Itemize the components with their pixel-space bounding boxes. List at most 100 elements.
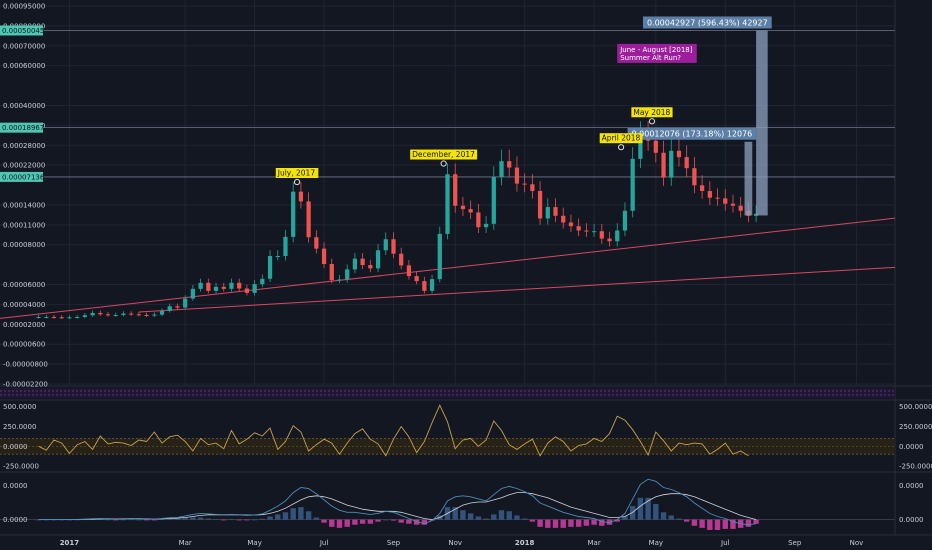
candle[interactable]: [476, 212, 481, 228]
candle[interactable]: [121, 313, 126, 315]
candle[interactable]: [591, 231, 597, 233]
candle[interactable]: [206, 282, 211, 291]
candle[interactable]: [98, 312, 103, 315]
candle[interactable]: [723, 198, 728, 204]
candle[interactable]: [684, 157, 689, 169]
candle[interactable]: [190, 288, 196, 299]
candle[interactable]: [360, 258, 365, 266]
oscillator-line[interactable]: [38, 404, 749, 457]
candle[interactable]: [175, 306, 180, 308]
candle[interactable]: [329, 264, 334, 281]
candle[interactable]: [337, 279, 342, 281]
candle[interactable]: [638, 134, 643, 159]
candle[interactable]: [399, 253, 404, 266]
candle[interactable]: [368, 265, 373, 269]
candle[interactable]: [422, 281, 427, 291]
candle[interactable]: [738, 205, 743, 211]
candle[interactable]: [584, 230, 589, 232]
macd-line[interactable]: [38, 478, 757, 526]
candle[interactable]: [499, 161, 504, 177]
candle[interactable]: [59, 317, 64, 319]
candle[interactable]: [599, 231, 604, 239]
candle[interactable]: [183, 298, 188, 308]
price-level-tag[interactable]: [0, 122, 43, 133]
candle[interactable]: [267, 255, 273, 279]
candle[interactable]: [67, 317, 72, 319]
candle[interactable]: [545, 207, 550, 219]
trendline[interactable]: [138, 266, 896, 313]
candle[interactable]: [707, 190, 712, 198]
candle[interactable]: [152, 314, 157, 316]
candle[interactable]: [314, 237, 319, 249]
candle[interactable]: [607, 238, 612, 242]
candle[interactable]: [669, 150, 674, 178]
candle[interactable]: [352, 258, 358, 270]
candle[interactable]: [213, 286, 219, 291]
candle[interactable]: [82, 315, 87, 317]
candle[interactable]: [159, 310, 165, 315]
time-axis[interactable]: 2017 Mar May Jul Sep Nov 2018 Mar May Jul Sep Nov: [60, 539, 864, 547]
candle[interactable]: [653, 140, 658, 153]
measure-bar[interactable]: [756, 30, 768, 216]
candle[interactable]: [260, 278, 265, 285]
candle[interactable]: [198, 282, 203, 289]
candle[interactable]: [406, 265, 412, 277]
candle[interactable]: [244, 288, 250, 293]
candle[interactable]: [36, 316, 41, 318]
candle[interactable]: [530, 184, 535, 191]
candle[interactable]: [429, 279, 435, 291]
candle[interactable]: [298, 191, 304, 202]
candle[interactable]: [229, 282, 234, 289]
candle[interactable]: [615, 230, 620, 242]
trendline[interactable]: [0, 217, 896, 319]
candle[interactable]: [113, 314, 118, 316]
candle[interactable]: [414, 276, 419, 282]
candle[interactable]: [383, 239, 388, 251]
candle[interactable]: [44, 316, 49, 318]
candle[interactable]: [129, 313, 134, 315]
candle[interactable]: [252, 284, 257, 293]
candle[interactable]: [445, 174, 450, 234]
measure-bar[interactable]: [744, 141, 753, 216]
candle[interactable]: [699, 185, 705, 191]
candle[interactable]: [661, 152, 666, 178]
candle[interactable]: [375, 250, 381, 269]
candle[interactable]: [144, 314, 149, 316]
candle[interactable]: [630, 158, 635, 211]
candle[interactable]: [491, 176, 496, 224]
price-level-tag[interactable]: [0, 171, 43, 182]
annotation-marker-icon[interactable]: [293, 178, 301, 186]
candle[interactable]: [90, 312, 95, 316]
candle[interactable]: [136, 314, 142, 316]
macd-panel[interactable]: 0.0000 0.0000 0.0000 0.0000: [0, 478, 924, 530]
candle[interactable]: [568, 222, 574, 227]
annotation-marker-icon[interactable]: [617, 144, 625, 151]
annotation-marker-icon[interactable]: [648, 118, 656, 125]
candle[interactable]: [692, 168, 697, 186]
candle[interactable]: [576, 226, 581, 231]
candle[interactable]: [715, 197, 720, 199]
candle[interactable]: [283, 236, 288, 256]
annotation-marker-icon[interactable]: [440, 160, 447, 167]
candle[interactable]: [730, 203, 736, 206]
candle[interactable]: [522, 183, 527, 185]
candle[interactable]: [483, 223, 489, 228]
candle[interactable]: [275, 255, 280, 257]
candle[interactable]: [514, 167, 520, 184]
candle[interactable]: [437, 233, 442, 280]
candle[interactable]: [507, 161, 512, 168]
price-level-tag[interactable]: [0, 25, 43, 36]
candle[interactable]: [345, 269, 350, 280]
price-panel[interactable]: 0.000950000.000800000.000700000.00060000…: [0, 3, 896, 389]
candle[interactable]: [561, 215, 566, 223]
candle[interactable]: [51, 316, 57, 318]
candle[interactable]: [167, 306, 172, 311]
candle[interactable]: [676, 150, 682, 158]
candle[interactable]: [306, 201, 311, 238]
candle[interactable]: [391, 239, 396, 254]
candle[interactable]: [221, 286, 226, 289]
candle[interactable]: [105, 314, 111, 316]
candle[interactable]: [291, 191, 296, 237]
candle[interactable]: [237, 282, 242, 289]
